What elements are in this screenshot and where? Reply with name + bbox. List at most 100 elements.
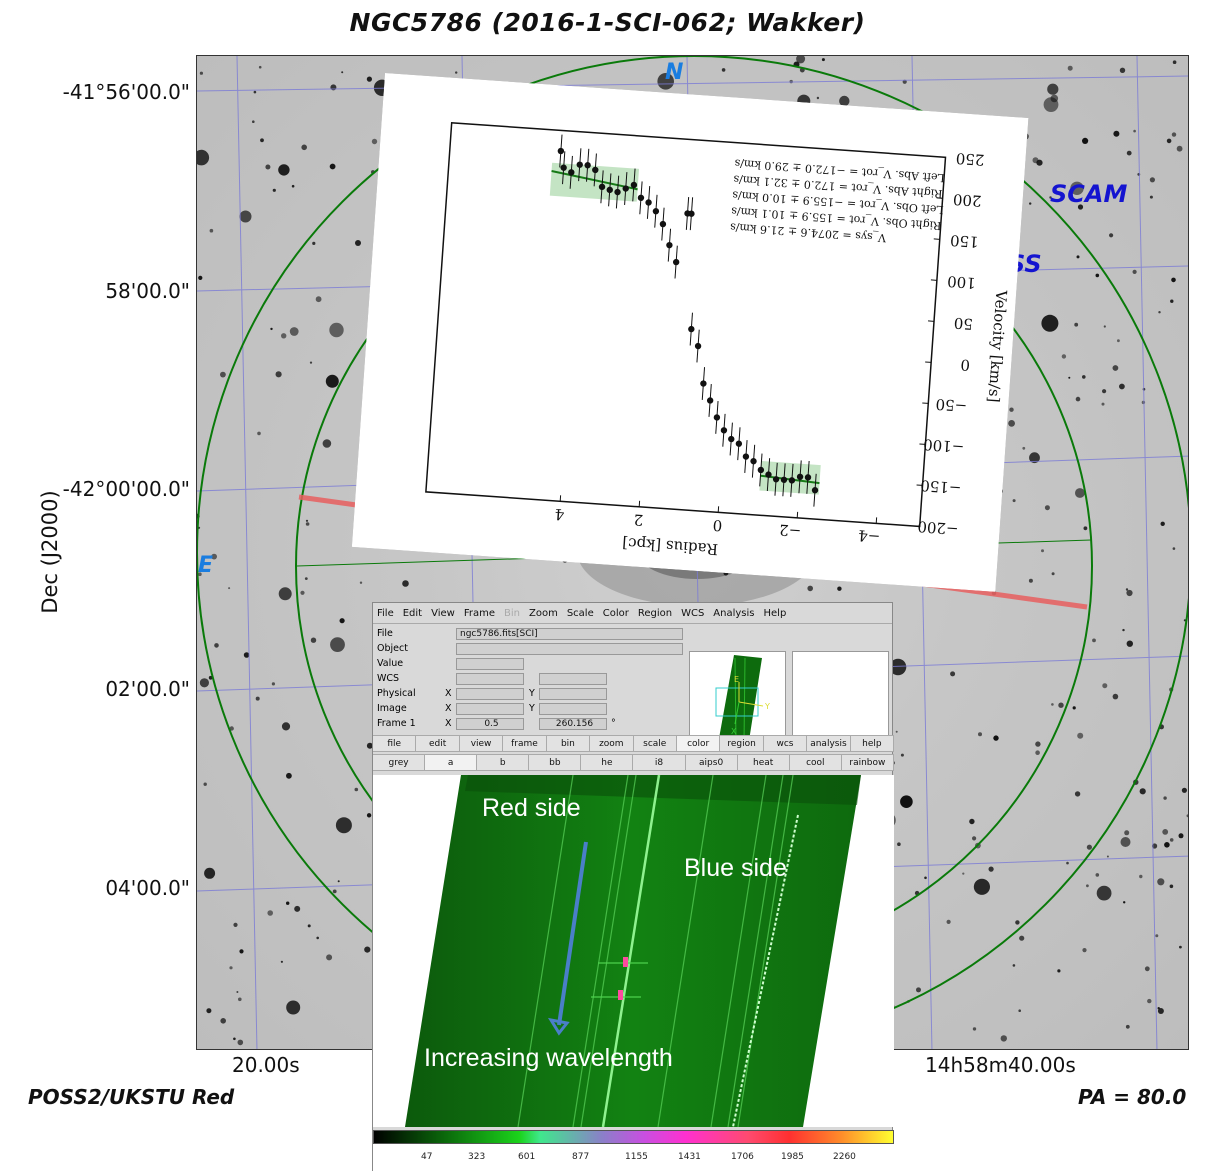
star: [330, 637, 345, 652]
menu-help[interactable]: Help: [764, 608, 787, 619]
dec-axis-title: Dec (J2000): [38, 472, 62, 632]
image-y-field: [539, 703, 607, 715]
star: [306, 520, 308, 522]
menu-file[interactable]: File: [377, 608, 394, 619]
menu-edit[interactable]: Edit: [403, 608, 422, 619]
menu-wcs[interactable]: WCS: [681, 608, 704, 619]
star: [341, 71, 343, 73]
y-tick-label: −200: [917, 517, 959, 538]
button-view[interactable]: view: [460, 735, 503, 752]
star: [950, 671, 955, 676]
star: [286, 773, 292, 779]
colormap-button-aips0[interactable]: aips0: [686, 754, 738, 771]
ds9-menubar: File Edit View Frame Bin Zoom Scale Color Region…: [373, 603, 892, 624]
star: [220, 372, 226, 378]
star: [1082, 375, 1086, 379]
colormap-button-he[interactable]: he: [581, 754, 633, 771]
star: [1096, 873, 1100, 877]
star: [233, 1038, 236, 1041]
menu-zoom[interactable]: Zoom: [529, 608, 558, 619]
image-x-label: X: [445, 702, 452, 716]
frame-label: Frame 1: [377, 717, 416, 731]
colormap-button-bb[interactable]: bb: [529, 754, 581, 771]
star: [1127, 641, 1133, 647]
star: [272, 682, 275, 685]
star: [1036, 160, 1042, 166]
star: [1082, 948, 1086, 952]
star: [1172, 132, 1176, 136]
star: [1035, 750, 1040, 755]
button-frame[interactable]: frame: [503, 735, 546, 752]
button-wcs[interactable]: wcs: [764, 735, 807, 752]
star: [260, 138, 264, 142]
star: [367, 77, 372, 82]
colormap-button-heat[interactable]: heat: [738, 754, 790, 771]
menu-region[interactable]: Region: [638, 608, 672, 619]
object-field: [456, 643, 683, 655]
star: [817, 97, 819, 99]
star: [1139, 875, 1142, 878]
colormap-button-cool[interactable]: cool: [790, 754, 842, 771]
star: [1077, 255, 1080, 258]
star: [301, 145, 307, 151]
button-bin[interactable]: bin: [547, 735, 590, 752]
star: [1074, 323, 1078, 327]
star: [1109, 233, 1113, 237]
y-tick-label: 50: [953, 314, 973, 333]
star: [1113, 131, 1119, 137]
button-region[interactable]: region: [720, 735, 763, 752]
star: [1066, 862, 1069, 865]
menu-bin[interactable]: Bin: [504, 608, 520, 619]
star: [238, 1040, 244, 1046]
star: [1179, 833, 1184, 838]
y-tick-label: 0: [960, 355, 971, 374]
menu-color[interactable]: Color: [603, 608, 629, 619]
colormap-button-a[interactable]: a: [425, 754, 477, 771]
red-side-label: Red side: [482, 794, 581, 823]
star: [233, 923, 237, 927]
colorbar-tick: 877: [572, 1152, 589, 1162]
colorbar-tick: 323: [468, 1152, 485, 1162]
star: [1015, 920, 1019, 924]
menu-analysis[interactable]: Analysis: [713, 608, 754, 619]
y-tick-label: 250: [955, 149, 985, 169]
value-field: [456, 658, 524, 670]
star: [254, 91, 257, 94]
menu-view[interactable]: View: [431, 608, 455, 619]
blue-side-label: Blue side: [684, 854, 787, 883]
button-analysis[interactable]: analysis: [807, 735, 850, 752]
ds9-image-frame[interactable]: [373, 775, 894, 1127]
star: [311, 638, 316, 643]
star: [1173, 547, 1176, 550]
button-file[interactable]: file: [373, 735, 416, 752]
star: [316, 937, 319, 940]
menu-scale[interactable]: Scale: [567, 608, 594, 619]
star: [256, 697, 260, 701]
x-tick-label: 2: [633, 510, 644, 529]
star: [1117, 339, 1120, 342]
button-edit[interactable]: edit: [416, 735, 459, 752]
star: [278, 164, 289, 175]
colormap-button-grey[interactable]: grey: [373, 754, 425, 771]
star: [239, 949, 243, 953]
dec-tick-2: -42°00'00.0": [0, 477, 190, 501]
star: [1029, 579, 1033, 583]
colormap-button-b[interactable]: b: [477, 754, 529, 771]
menu-frame[interactable]: Frame: [464, 608, 495, 619]
star: [974, 879, 990, 895]
star: [1086, 884, 1089, 887]
dec-tick-0: -41°56'00.0": [0, 80, 190, 104]
star: [1162, 829, 1168, 835]
star: [310, 362, 312, 364]
y-tick-label: −150: [920, 476, 962, 497]
star: [340, 618, 345, 623]
dec-tick-4: 04'00.0": [0, 876, 190, 900]
colormap-button-rainbow[interactable]: rainbow: [842, 754, 894, 771]
button-help[interactable]: help: [851, 735, 894, 752]
button-scale[interactable]: scale: [634, 735, 677, 752]
colormap-button-i8[interactable]: i8: [633, 754, 685, 771]
star: [1075, 488, 1085, 498]
button-zoom[interactable]: zoom: [590, 735, 633, 752]
button-color[interactable]: color: [677, 735, 720, 752]
